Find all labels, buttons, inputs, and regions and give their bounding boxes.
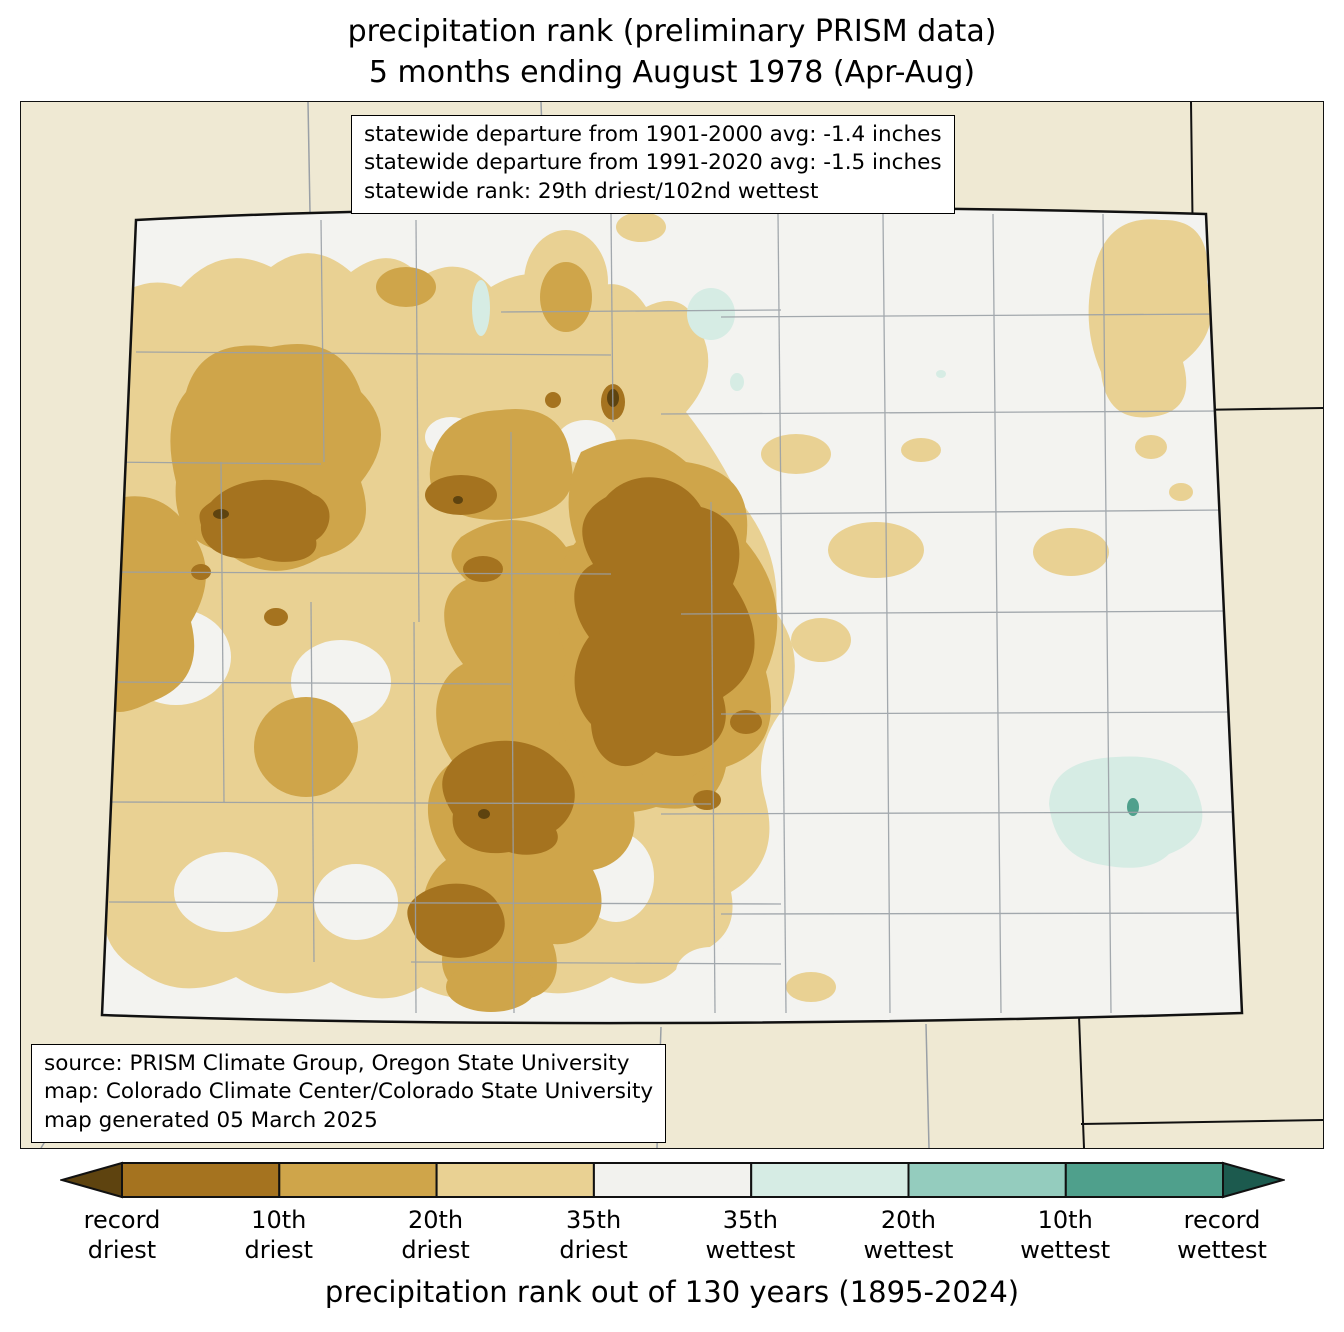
legend-label-10th-wettest: 10th wettest [1020,1205,1110,1265]
legend-label-line: record [1183,1206,1261,1234]
legend-label-line: wettest [863,1236,954,1264]
legend-label-10th-driest: 10th driest [245,1205,313,1265]
colorbar-arrow-record-wettest [1221,1161,1285,1199]
stats-line-1: statewide departure from 1901-2000 avg: … [364,122,942,147]
legend-label-line: 35th [566,1206,622,1234]
legend-label-line: 10th [1037,1206,1093,1234]
legend-label-line: 20th [407,1206,464,1234]
colorbar-segment-wettest20 [907,1162,1067,1198]
colorbar-segment-driest10 [120,1162,280,1198]
legend-label-record-driest: record driest [84,1205,161,1265]
colorbar-segment-wettest10 [1064,1162,1224,1198]
legend-label-35th-wettest: 35th wettest [705,1205,795,1265]
legend-label-line: record [83,1206,161,1234]
colorbar-arrow-record-driest [59,1161,123,1199]
stats-line-2: statewide departure from 1991-2020 avg: … [364,150,942,176]
legend-label-line: 10th [251,1206,307,1234]
colorado-precipitation-map [21,102,1323,1148]
source-line-3: map generated 05 March 2025 [44,1107,378,1133]
page-title: precipitation rank (preliminary PRISM da… [0,0,1344,93]
colorbar [59,1159,1285,1201]
legend-label-line: driest [87,1236,157,1264]
title-line-2: 5 months ending August 1978 (Apr-Aug) [368,54,976,90]
source-credits-box: source: PRISM Climate Group, Oregon Stat… [31,1044,667,1144]
county-lines [102,213,1240,1014]
rank-region-10th-driest [191,384,762,958]
legend-label-line: driest [559,1236,628,1264]
legend-label-35th-driest: 35th driest [559,1205,627,1265]
legend-label-line: wettest [705,1236,796,1264]
legend-label-line: 20th [880,1206,936,1234]
legend-label-20th-driest: 20th driest [401,1205,469,1265]
rank-region-10th-wettest [1127,798,1139,816]
colorbar-segment-driest20 [277,1162,438,1198]
source-line-1: source: PRISM Climate Group, Oregon Stat… [44,1051,630,1076]
title-line-1: precipitation rank (preliminary PRISM da… [347,14,997,49]
colorbar-svg [59,1161,1285,1199]
legend-label-record-wettest: record wettest [1177,1205,1267,1265]
stats-line-3: statewide rank: 29th driest/102nd wettes… [364,178,819,204]
legend-label-line: 35th [722,1206,778,1234]
legend-label-line: driest [401,1236,470,1264]
legend-labels: record driest 10th driest 20th driest 35th d… [60,1205,1285,1271]
source-line-2: map: Colorado Climate Center/Colorado St… [44,1079,654,1105]
colorbar-caption: precipitation rank out of 130 years (189… [324,1275,1020,1309]
colorbar-segment-driest35 [435,1162,595,1198]
map-panel: statewide departure from 1901-2000 avg: … [20,101,1324,1149]
legend-label-line: wettest [1177,1236,1267,1264]
statewide-stats-box: statewide departure from 1901-2000 avg: … [351,115,955,215]
legend-label-line: wettest [1020,1236,1111,1264]
legend-label-line: driest [244,1236,313,1264]
legend-label-20th-wettest: 20th wettest [863,1205,953,1265]
colorbar-segment-wettest35 [749,1162,910,1198]
colorbar-segment-neutral [592,1162,752,1198]
